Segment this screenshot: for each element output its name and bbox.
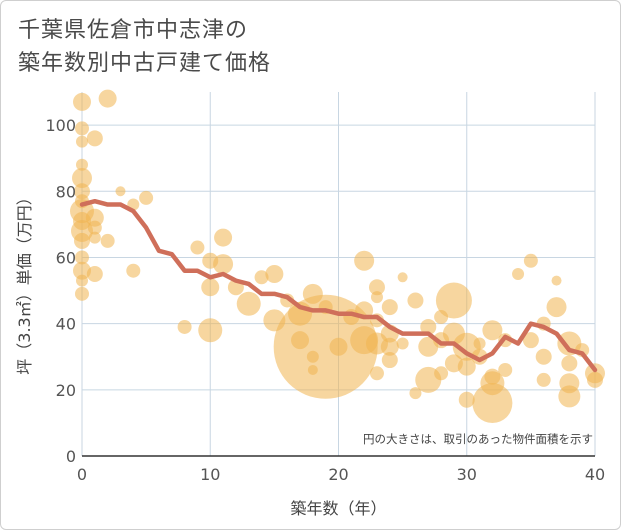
data-bubble bbox=[435, 282, 472, 319]
data-bubble bbox=[368, 279, 385, 296]
data-bubble bbox=[213, 254, 234, 275]
average-price-line bbox=[79, 198, 598, 373]
data-bubble bbox=[75, 250, 89, 265]
data-bubble bbox=[522, 332, 539, 349]
data-bubble bbox=[420, 318, 437, 335]
data-bubble bbox=[561, 355, 578, 372]
data-bubble bbox=[201, 278, 220, 297]
data-bubble bbox=[74, 232, 90, 249]
data-bubble bbox=[73, 261, 91, 280]
data-bubble bbox=[75, 121, 89, 136]
data-bubble bbox=[86, 266, 103, 282]
data-bubble bbox=[473, 337, 486, 350]
data-bubble bbox=[370, 291, 383, 304]
x-tick-label: 20 bbox=[328, 465, 348, 484]
x-tick-label: 40 bbox=[585, 465, 605, 484]
data-bubble bbox=[380, 337, 399, 356]
data-bubble bbox=[254, 270, 269, 285]
data-bubble bbox=[498, 362, 513, 377]
data-bubble bbox=[329, 337, 348, 356]
data-bubble bbox=[558, 385, 581, 408]
data-bubble bbox=[512, 268, 525, 280]
data-bubble bbox=[74, 183, 90, 200]
x-tick-label: 10 bbox=[200, 465, 220, 484]
data-bubble bbox=[76, 135, 88, 148]
data-bubble bbox=[198, 318, 223, 343]
y-tick-label: 40 bbox=[56, 315, 76, 334]
data-bubble bbox=[369, 366, 384, 381]
data-bubble bbox=[354, 250, 375, 271]
x-axis-label: 築年数（年） bbox=[290, 499, 386, 518]
data-bubble bbox=[126, 263, 141, 278]
data-bubble bbox=[551, 275, 562, 286]
data-bubble bbox=[98, 89, 117, 108]
data-bubble bbox=[457, 357, 476, 376]
size-note: 円の大きさは、取引のあった物件面積を示す bbox=[363, 432, 593, 446]
x-tick-label: 0 bbox=[77, 465, 87, 484]
data-bubble bbox=[409, 387, 422, 400]
data-bubble bbox=[190, 240, 205, 255]
data-bubble bbox=[587, 371, 603, 388]
data-bubble bbox=[87, 220, 102, 235]
data-bubble bbox=[458, 391, 475, 408]
data-bubble bbox=[546, 297, 567, 318]
y-tick-label: 0 bbox=[66, 447, 76, 466]
data-bubble bbox=[484, 368, 501, 385]
data-bubble bbox=[471, 348, 488, 365]
bubble-layer bbox=[70, 89, 605, 424]
data-bubble bbox=[523, 253, 538, 268]
data-bubble bbox=[75, 286, 89, 301]
data-bubble bbox=[396, 337, 409, 350]
data-bubble bbox=[236, 291, 261, 316]
x-tick-label: 30 bbox=[457, 465, 477, 484]
data-bubble bbox=[536, 372, 551, 387]
data-bubble bbox=[100, 233, 115, 248]
data-bubble bbox=[482, 320, 503, 341]
y-axis-label: 坪（3.3㎡）単価（万円） bbox=[15, 189, 34, 374]
y-tick-label: 60 bbox=[56, 248, 76, 267]
chart-title-line-2: 築年数別中古戸建て価格 bbox=[18, 51, 272, 76]
data-bubble bbox=[381, 299, 398, 316]
axes-layer: 0 20 40 60 80 100 0 10 20 30 40 bbox=[45, 116, 605, 484]
data-bubble bbox=[472, 383, 513, 424]
data-bubble bbox=[397, 272, 408, 283]
data-bubble bbox=[434, 366, 449, 381]
data-bubble bbox=[85, 208, 104, 227]
y-tick-label: 20 bbox=[56, 381, 76, 400]
data-bubble bbox=[535, 348, 552, 365]
data-bubble bbox=[115, 186, 126, 197]
data-bubble bbox=[76, 274, 88, 287]
data-bubble bbox=[72, 168, 92, 189]
data-bubble bbox=[76, 158, 88, 171]
data-bubble bbox=[407, 292, 424, 309]
data-bubble bbox=[139, 190, 154, 205]
data-bubble bbox=[86, 130, 103, 147]
y-tick-label: 80 bbox=[56, 182, 76, 201]
data-bubble bbox=[73, 92, 91, 111]
data-bubble bbox=[177, 319, 192, 334]
y-tick-label: 100 bbox=[45, 116, 76, 135]
data-bubble bbox=[88, 231, 101, 244]
data-bubble bbox=[381, 352, 398, 369]
data-bubble bbox=[214, 228, 233, 247]
chart-title-line-1: 千葉県佐倉市中志津の bbox=[18, 18, 249, 43]
trend-line-layer bbox=[79, 198, 598, 373]
data-bubble bbox=[265, 265, 284, 283]
chart-title: 千葉県佐倉市中志津の 築年数別中古戸建て価格 bbox=[18, 14, 578, 80]
